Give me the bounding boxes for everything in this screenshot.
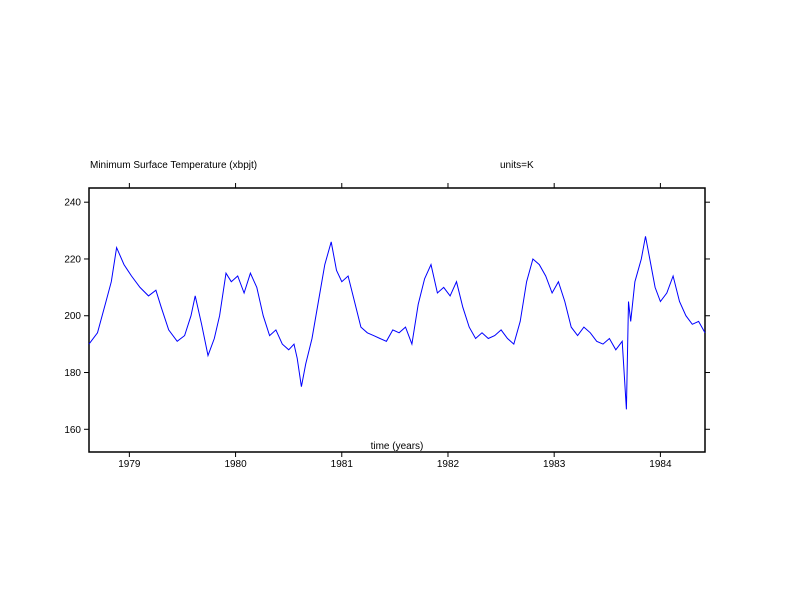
x-tick-label: 1984 (649, 459, 672, 470)
x-tick-label: 1982 (437, 459, 460, 470)
y-tick-label: 180 (64, 368, 81, 379)
series-line (88, 236, 706, 410)
x-tick-label: 1979 (118, 459, 141, 470)
y-axis: 160 180 200 220 240 (64, 198, 710, 436)
y-tick-label: 220 (64, 254, 81, 265)
y-tick-label: 240 (64, 198, 81, 209)
x-tick-label: 1981 (331, 459, 354, 470)
y-tick-label: 200 (64, 311, 81, 322)
plot-frame (88, 187, 706, 453)
x-axis: 1979 1980 1981 1982 1983 1984 (118, 183, 672, 470)
x-tick-label: 1980 (224, 459, 247, 470)
y-tick-label: 160 (64, 425, 81, 436)
chart-title: Minimum Surface Temperature (xbpjt) (90, 160, 257, 171)
x-axis-label: time (years) (371, 441, 424, 452)
units-label: units=K (500, 160, 534, 171)
x-tick-label: 1983 (543, 459, 566, 470)
